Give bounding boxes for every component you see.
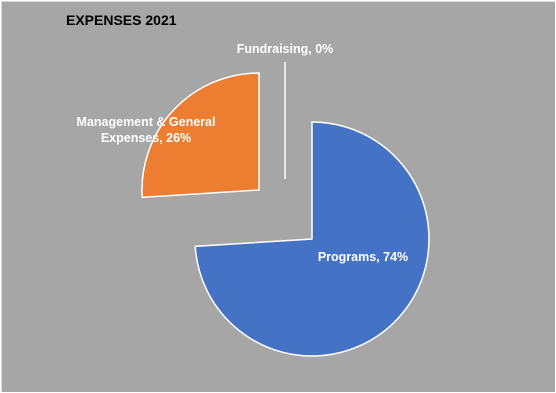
pie-data-labels: Programs, 74% Management & General Expense… [77, 42, 409, 264]
slice-programs [194, 121, 430, 357]
pie-slices [141, 62, 430, 357]
data-label-line: Management & General [77, 115, 216, 129]
data-label-programs: Programs, 74% [318, 250, 408, 264]
data-label-fundraising: Fundraising, 0% [237, 42, 334, 56]
data-label-line: Programs, 74% [318, 250, 408, 264]
data-label-line: Expenses, 26% [101, 131, 191, 145]
data-label-line: Fundraising, 0% [237, 42, 334, 56]
data-label-management: Management & General Expenses, 26% [77, 115, 216, 145]
chart-title: EXPENSES 2021 [66, 12, 177, 28]
slice-management [141, 72, 260, 199]
